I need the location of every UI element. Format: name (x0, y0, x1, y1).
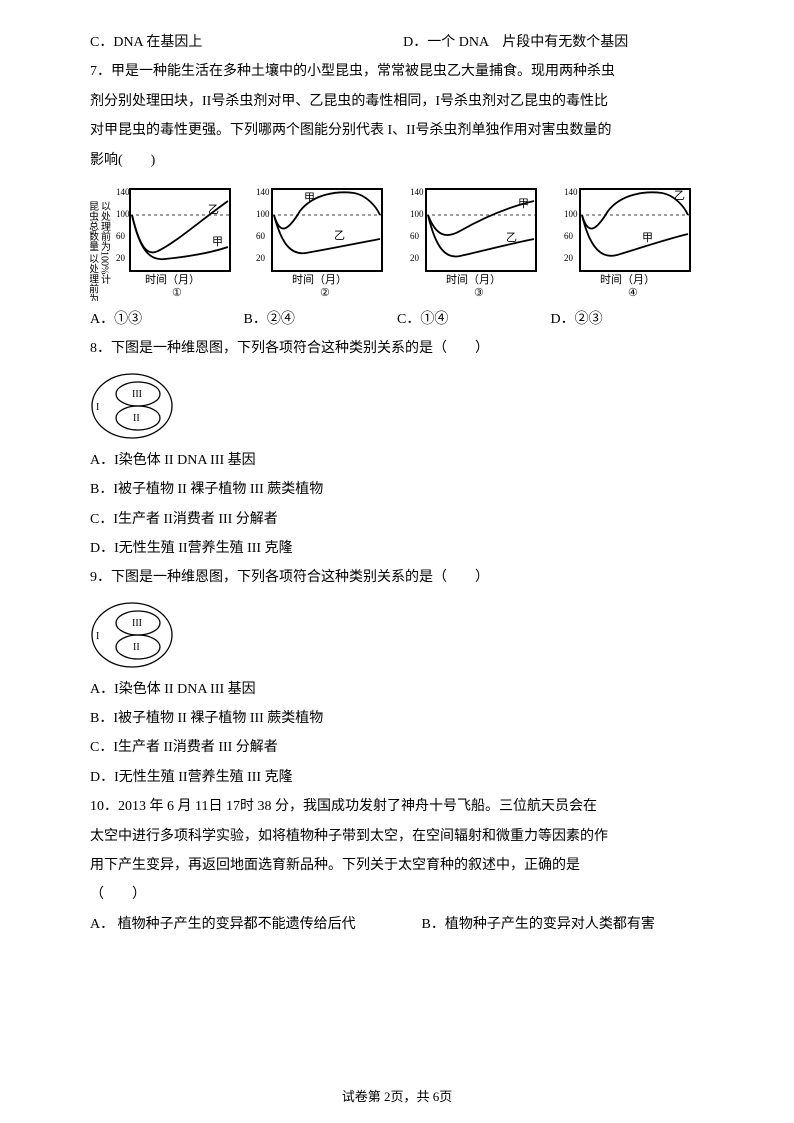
svg-text:乙: 乙 (674, 189, 685, 202)
svg-text:20: 20 (564, 253, 574, 263)
q10-stem-1: 10．2013 年 6 月 11日 17时 38 分，我国成功发射了神舟十号飞船… (90, 792, 704, 821)
q8-opt-d: D．I无性生殖 II营养生殖 III 克隆 (90, 534, 704, 563)
svg-text:甲: 甲 (304, 192, 315, 204)
svg-text:60: 60 (116, 231, 126, 241)
svg-text:I: I (96, 402, 99, 413)
q7-stem-1: 7．甲是一种能生活在多种土壤中的小型昆虫，常常被昆虫乙大量捕食。现用两种杀虫 (90, 57, 704, 86)
q8-opt-c: C．I生产者 II消费者 III 分解者 (90, 505, 704, 534)
q7-stem-2: 剂分别处理田块，II号杀虫剂对甲、乙昆虫的毒性相同，I号杀虫剂对乙昆虫的毒性比 (90, 87, 704, 116)
svg-text:I: I (96, 631, 99, 642)
svg-text:100: 100 (410, 209, 424, 219)
svg-text:③: ③ (474, 287, 484, 299)
svg-text:140: 140 (256, 187, 270, 197)
curve-yi-3 (428, 215, 534, 257)
svg-text:甲: 甲 (518, 198, 529, 210)
q8-opt-a: A．I染色体 II DNA III 基因 (90, 446, 704, 475)
q7-opt-b: B．②④ (244, 305, 398, 334)
chart-4: 140 100 60 20 乙 甲 时间（月） ④ (552, 181, 702, 301)
svg-text:II: II (133, 413, 140, 424)
q8-opt-b: B．I被子植物 II 裸子植物 III 蕨类植物 (90, 475, 704, 504)
svg-text:②: ② (320, 287, 330, 299)
svg-text:100: 100 (256, 209, 270, 219)
svg-text:乙: 乙 (208, 203, 219, 216)
q9-venn: I III II (90, 601, 175, 669)
curve-yi-4 (582, 192, 688, 228)
q9-opt-d: D．I无性生殖 II营养生殖 III 克隆 (90, 763, 704, 792)
q9-opt-c: C．I生产者 II消费者 III 分解者 (90, 733, 704, 762)
svg-text:①: ① (172, 287, 182, 299)
svg-text:20: 20 (256, 253, 266, 263)
chart-2: 140 100 60 20 甲 乙 时间（月） ② (244, 181, 394, 301)
curve-yi-2 (274, 215, 380, 253)
q10-opt-b: B．植物种子产生的变异对人类都有害 (422, 910, 655, 939)
q7-charts: 昆虫总数量 以处理前为 100%计 以处理前为100%计 140 100 60 … (90, 181, 704, 301)
svg-text:乙: 乙 (506, 231, 517, 244)
svg-text:乙: 乙 (334, 229, 345, 242)
q9-opt-b: B．I被子植物 II 裸子植物 III 蕨类植物 (90, 704, 704, 733)
q7-opt-a: A．①③ (90, 305, 244, 334)
q8-stem: 8．下图是一种维恩图，下列各项符合这种类别关系的是（ ） (90, 334, 704, 363)
q10-stem-4: （ ） (90, 880, 704, 909)
svg-text:100: 100 (564, 209, 578, 219)
q9-stem: 9．下图是一种维恩图，下列各项符合这种类别关系的是（ ） (90, 563, 704, 592)
curve-jia-2 (274, 192, 380, 228)
chart-xlabel: 时间（月） (145, 273, 200, 286)
q6-opt-c: C．DNA 在基因上 (90, 28, 403, 57)
q7-stem-4: 影响( ) (90, 146, 704, 175)
svg-text:III: III (132, 618, 142, 629)
q10-stem-3: 用下产生变异，再返回地面选育新品种。下列关于太空育种的叙述中，正确的是 (90, 851, 704, 880)
q8-venn: I III II (90, 372, 175, 440)
q7-opt-d: D．②③ (551, 305, 705, 334)
svg-text:时间（月）: 时间（月） (446, 273, 501, 286)
svg-text:140: 140 (410, 187, 424, 197)
q10-stem-2: 太空中进行多项科学实验，如将植物种子带到太空，在空间辐射和微重力等因素的作 (90, 822, 704, 851)
svg-text:以处理前为100%计: 以处理前为100%计 (99, 201, 111, 285)
svg-text:140: 140 (116, 187, 130, 197)
svg-text:甲: 甲 (642, 232, 653, 244)
svg-text:甲: 甲 (212, 236, 223, 248)
chart-ylabel-1: 昆虫总数量 以处理前为 100%计 (90, 201, 99, 301)
q7-stem-3: 对甲昆虫的毒性更强。下列哪两个图能分别代表 I、II号杀虫剂单独作用对害虫数量的 (90, 116, 704, 145)
page-footer: 试卷第 2页，共 6页 (0, 1086, 794, 1105)
q6-opt-d: D．一个 DNA 片段中有无数个基因 (403, 28, 628, 57)
svg-text:20: 20 (116, 253, 126, 263)
svg-text:20: 20 (410, 253, 420, 263)
q10-opt-a: A． 植物种子产生的变异都不能遗传给后代 (90, 910, 422, 939)
svg-text:100: 100 (116, 209, 130, 219)
chart-3: 140 100 60 20 甲 乙 时间（月） ③ (398, 181, 548, 301)
svg-text:④: ④ (628, 287, 638, 299)
svg-text:140: 140 (564, 187, 578, 197)
svg-text:60: 60 (410, 231, 420, 241)
q9-opt-a: A．I染色体 II DNA III 基因 (90, 675, 704, 704)
svg-text:时间（月）: 时间（月） (292, 273, 347, 286)
svg-text:60: 60 (564, 231, 574, 241)
svg-text:III: III (132, 389, 142, 400)
curve-jia-4 (582, 215, 688, 256)
q7-opt-c: C．①④ (397, 305, 551, 334)
chart-1: 昆虫总数量 以处理前为 100%计 以处理前为100%计 140 100 60 … (90, 181, 240, 301)
svg-text:60: 60 (256, 231, 266, 241)
svg-text:II: II (133, 642, 140, 653)
svg-text:时间（月）: 时间（月） (600, 273, 655, 286)
